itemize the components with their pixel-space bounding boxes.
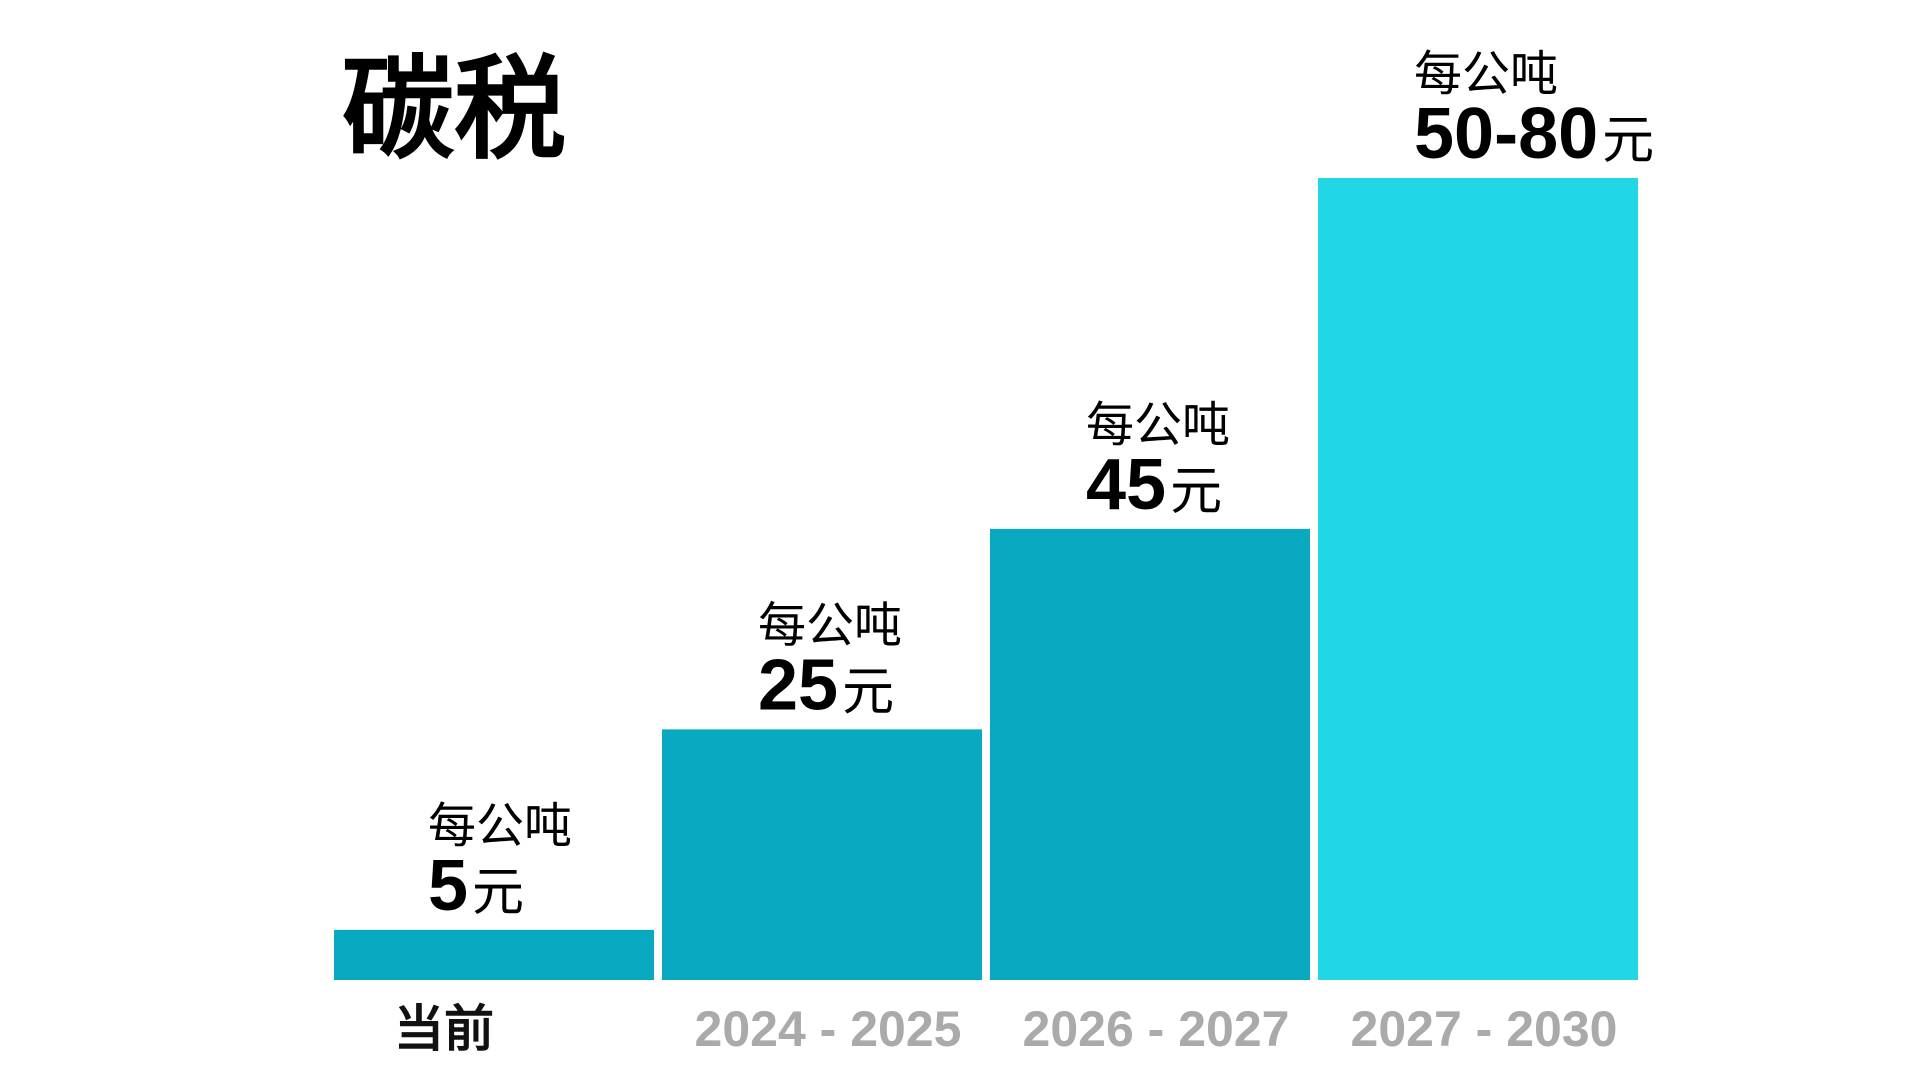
category-label-1: 2024 - 2025: [695, 1001, 962, 1057]
category-labels-group: 当前 2024 - 2025 2026 - 2027 2027 - 2030: [394, 1001, 1617, 1057]
bar-3: [1318, 178, 1638, 980]
chart-title: 碳税: [342, 45, 566, 175]
bar-unit-label-3: 每公吨: [1414, 46, 1558, 102]
bar-value-label-3: 50-80元: [1414, 94, 1654, 174]
bar-1: [662, 729, 982, 980]
bar-unit-label-2: 每公吨: [1086, 397, 1230, 453]
bar-unit-label-0: 每公吨: [428, 798, 572, 854]
bar-unit-label-1: 每公吨: [758, 597, 902, 653]
category-label-0: 当前: [394, 1001, 494, 1057]
bars-group: [334, 178, 1638, 980]
bar-value-label-1: 25元: [758, 645, 894, 725]
bar-value-label-0: 5元: [428, 846, 524, 926]
bar-2: [990, 528, 1310, 980]
bar-value-label-2: 45元: [1086, 445, 1222, 525]
category-label-3: 2027 - 2030: [1351, 1001, 1618, 1057]
bar-0: [334, 929, 654, 980]
category-label-2: 2026 - 2027: [1023, 1001, 1290, 1057]
